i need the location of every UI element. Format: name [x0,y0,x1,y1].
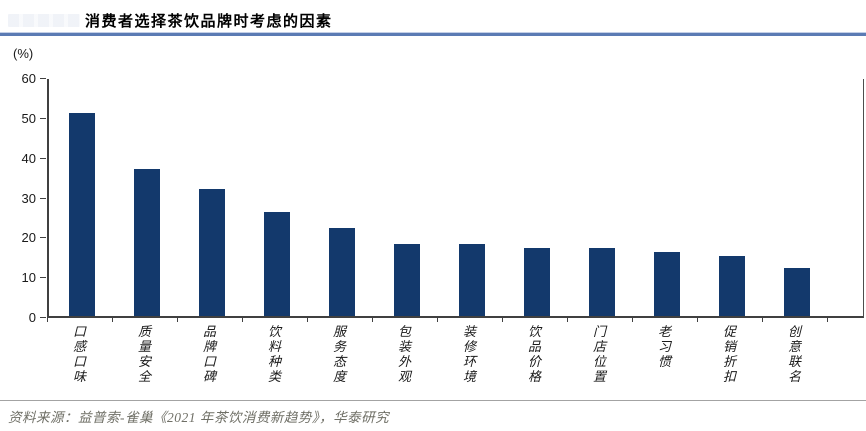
bar-8 [523,248,550,316]
bar-6 [393,244,420,316]
x-axis-tick-mark [827,318,828,322]
y-axis-tick-label: 40 [21,150,36,166]
x-axis-category-label: 饮 品 价 格 [527,324,542,384]
y-axis-tick-mark [40,237,46,239]
y-axis-tick-label: 20 [21,230,36,246]
bar-2 [133,168,160,316]
y-axis-tick-label: 0 [28,310,36,325]
bar-1 [68,112,95,316]
y-axis-tick-mark [40,117,46,119]
plot-area [47,79,864,318]
title-divider [0,32,866,36]
x-axis-tick-mark [762,318,763,322]
x-axis-category-label: 创 意 联 名 [787,324,802,384]
bar-9 [588,248,615,316]
x-axis-category-label: 包 装 外 观 [397,324,412,384]
x-axis-category-label: 质 量 安 全 [137,324,152,384]
bar-12 [783,268,810,316]
x-axis-category-label: 装 修 环 境 [462,324,477,384]
y-axis-unit-label: (%) [13,46,34,61]
y-axis-tick-label: 50 [21,110,36,126]
y-axis-tick-mark [40,78,46,79]
chart-title: 消费者选择茶饮品牌时考虑的因素 [85,13,333,30]
bar-3 [198,188,225,316]
footer-divider [0,400,866,401]
bar-10 [653,252,680,316]
x-axis-category-label: 饮 料 种 类 [267,324,282,384]
x-axis-tick-mark [502,318,503,322]
y-axis-tick-label: 30 [21,190,36,206]
y-axis-tick-mark [40,317,46,318]
y-axis-tick-label: 60 [21,71,36,86]
x-axis-category-label: 促 销 折 扣 [722,324,737,384]
x-axis-tick-mark [567,318,568,322]
x-axis-category-label: 老 习 惯 [657,324,672,369]
bar-4 [263,212,290,316]
bar-11 [718,256,745,316]
x-axis-tick-mark [47,318,48,322]
faded-figure-label [8,14,80,27]
x-axis-tick-mark [112,318,113,322]
bar-7 [458,244,485,316]
source-note: 资料来源：益普索-雀巢《2021 年茶饮消费新趋势》，华泰研究 [8,410,390,425]
y-axis-tick-mark [40,277,46,279]
x-axis-tick-mark [177,318,178,322]
x-axis-category-label: 门 店 位 置 [592,324,607,384]
x-axis-tick-mark [307,318,308,322]
x-axis-category-label: 口 感 口 味 [72,324,87,384]
x-axis-tick-mark [372,318,373,322]
x-axis-tick-mark [242,318,243,322]
bar-5 [328,228,355,316]
y-axis-tick-label: 10 [21,270,36,286]
y-axis-tick-mark [40,157,46,159]
x-axis-category-label: 服 务 态 度 [332,324,347,384]
x-axis-tick-mark [697,318,698,322]
x-axis-tick-mark [437,318,438,322]
x-axis-category-label: 品 牌 口 碑 [202,324,217,384]
y-axis-tick-mark [40,197,46,199]
x-axis-tick-mark [632,318,633,322]
